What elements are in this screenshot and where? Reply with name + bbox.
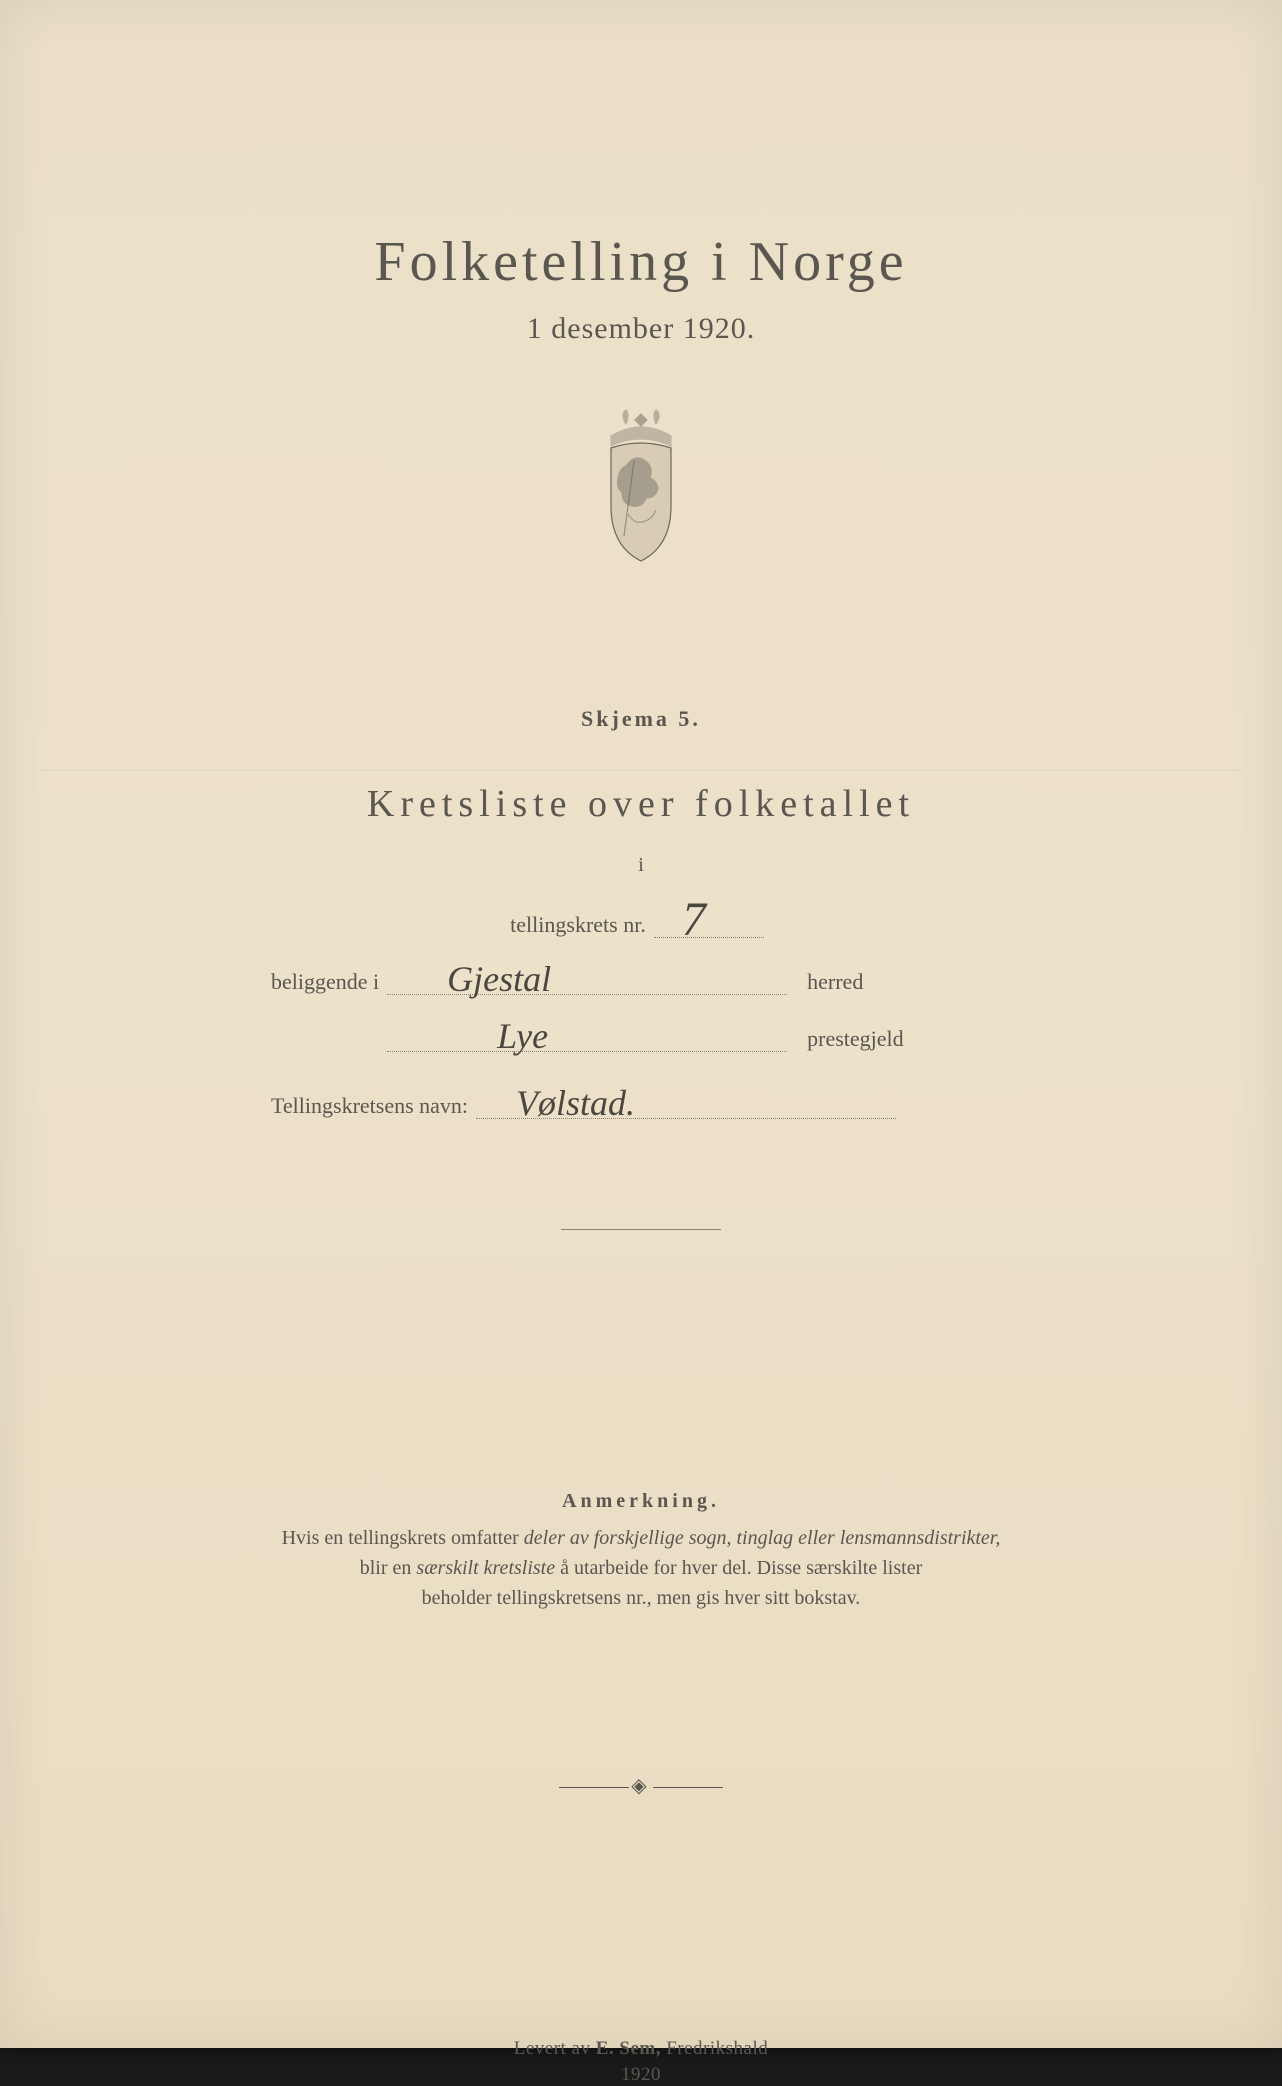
row-navn: Tellingskretsens navn: Vølstad. <box>271 1088 1011 1119</box>
beliggende-label: beliggende i <box>271 969 379 995</box>
footer-c: Fredrikshald <box>661 2038 768 2059</box>
krets-label: tellingskrets nr. <box>510 912 646 938</box>
section-title: Kretsliste over folketallet <box>80 782 1202 826</box>
ornament-divider: ◈ <box>80 1773 1202 1798</box>
row-herred: beliggende i Gjestal herred <box>271 964 1011 995</box>
anmerkning-heading: Anmerkning. <box>80 1490 1202 1513</box>
krets-field: 7 <box>654 907 764 938</box>
form-fields: tellingskrets nr. 7 beliggende i Gjestal… <box>271 907 1011 1119</box>
footer-year: 1920 <box>80 2064 1202 2086</box>
prestegjeld-label: prestegjeld <box>807 1026 904 1052</box>
divider-short <box>561 1229 721 1230</box>
navn-field: Vølstad. <box>476 1088 896 1119</box>
footer-a: Levert av <box>514 2038 596 2059</box>
herred-label: herred <box>807 969 863 995</box>
anm-l1a: Hvis en tellingskrets omfatter <box>282 1527 524 1549</box>
form-number-label: Skjema 5. <box>80 706 1202 732</box>
footer-credit: Levert av E. Sem, Fredrikshald 1920 <box>80 2038 1202 2086</box>
document-page: Folketelling i Norge 1 desember 1920. Sk… <box>0 0 1282 2048</box>
herred-value: Gjestal <box>447 958 551 1000</box>
krets-value: 7 <box>682 892 706 947</box>
anm-l2b: å utarbeide for hver del. Disse særskilt… <box>555 1557 922 1579</box>
row-prestegjeld: beliggende i Lye prestegjeld <box>271 1021 1011 1052</box>
main-title: Folketelling i Norge <box>80 230 1202 294</box>
prestegjeld-field: Lye <box>387 1021 787 1052</box>
anm-l2em: særskilt kretsliste <box>416 1557 555 1579</box>
anm-l2a: blir en <box>360 1557 417 1579</box>
anm-l3: beholder tellingskretsens nr., men gis h… <box>422 1587 861 1609</box>
preposition-i: i <box>80 854 1202 877</box>
navn-label: Tellingskretsens navn: <box>271 1093 468 1119</box>
footer-b: E. Sem, <box>596 2038 661 2059</box>
anm-l1em: deler av forskjellige sogn, tinglag elle… <box>524 1527 1001 1549</box>
anmerkning-text: Hvis en tellingskrets omfatter deler av … <box>161 1523 1121 1613</box>
herred-field: Gjestal <box>387 964 787 995</box>
navn-value: Vølstad. <box>516 1082 635 1124</box>
coat-of-arms-icon <box>80 406 1202 566</box>
prestegjeld-value: Lye <box>497 1015 548 1057</box>
row-krets: tellingskrets nr. 7 <box>271 907 1011 938</box>
date-subtitle: 1 desember 1920. <box>80 312 1202 346</box>
